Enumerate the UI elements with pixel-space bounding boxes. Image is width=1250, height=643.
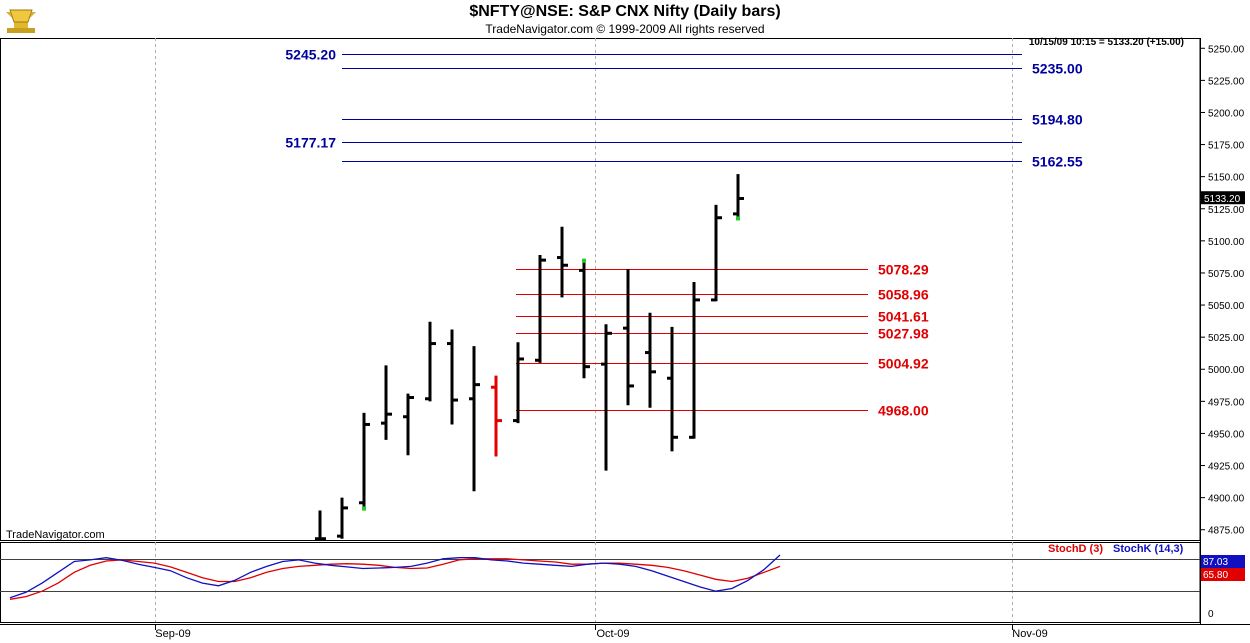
legend-stoch-k: StochK (14,3) (1113, 543, 1184, 555)
price-tick-label: 5025.00 (1208, 333, 1245, 344)
level-label: 5058.96 (878, 287, 929, 303)
level-label: 5177.17 (285, 135, 336, 151)
stoch-panel-frame (0, 542, 1201, 623)
price-tick-label: 4875.00 (1208, 526, 1245, 537)
price-tick-label: 5200.00 (1208, 108, 1245, 119)
level-label: 5162.55 (1032, 154, 1083, 170)
last-price-box (1201, 191, 1245, 205)
price-tick-label: 4950.00 (1208, 429, 1245, 440)
stoch-k-value: 87.03 (1203, 557, 1228, 568)
price-panel-frame (0, 38, 1201, 541)
price-tick-label: 5175.00 (1208, 141, 1245, 152)
gridlines (155, 38, 1013, 622)
price-tick-label: 5000.00 (1208, 365, 1245, 376)
signal-marker (736, 216, 740, 221)
date-axis: Sep-09 Oct-09 Nov-09 (155, 624, 1048, 640)
level-lines: 5245.20 5235.00 5194.80 5177.17 5162.55 5078.… (285, 47, 1082, 419)
level-label: 5004.92 (878, 356, 929, 372)
chart-title: $NFTY@NSE: S&P CNX Nifty (Daily bars) (469, 3, 781, 20)
level-label: 5194.80 (1032, 112, 1083, 128)
last-price-label: 5133.20 (1204, 194, 1241, 205)
level-label: 5235.00 (1032, 61, 1083, 77)
price-tick-label: 5075.00 (1208, 269, 1245, 280)
price-tick-label: 4975.00 (1208, 397, 1245, 408)
stochastic-panel: 0 87.03 65.80 (0, 554, 1245, 620)
level-label: 5245.20 (285, 47, 336, 63)
brand-text: TradeNavigator.com (6, 529, 105, 541)
price-tick-label: 4925.00 (1208, 462, 1245, 473)
price-tick-label: 4900.00 (1208, 494, 1245, 505)
signal-marker (582, 258, 586, 263)
price-tick-label: 5050.00 (1208, 301, 1245, 312)
level-label: 5041.61 (878, 309, 929, 325)
date-tick-label: Sep-09 (155, 628, 190, 640)
stoch-d-value: 65.80 (1203, 570, 1228, 581)
price-tick-label: 5250.00 (1208, 44, 1245, 55)
stoch-tick-label: 0 (1208, 609, 1214, 620)
price-bars (315, 174, 744, 541)
date-tick-label: Oct-09 (596, 628, 629, 640)
price-tick-label: 5100.00 (1208, 237, 1245, 248)
price-axis: 4875.00 4900.00 4925.00 4950.00 4975.00 5000.… (1200, 44, 1245, 537)
stoch-k-line (9, 554, 781, 599)
date-tick-label: Nov-09 (1012, 628, 1047, 640)
level-label: 4968.00 (878, 403, 929, 419)
stoch-k-value-box (1201, 555, 1245, 568)
signal-marker (362, 506, 366, 511)
gold-trophy-logo-icon (6, 9, 36, 33)
price-tick-label: 5225.00 (1208, 76, 1245, 87)
level-label: 5078.29 (878, 262, 929, 278)
legend-stoch-d: StochD (3) (1048, 543, 1103, 555)
stoch-d-value-box (1201, 568, 1245, 581)
price-tick-label: 5150.00 (1208, 173, 1245, 184)
stoch-d-line (9, 558, 781, 600)
price-tick-label: 5125.00 (1208, 205, 1245, 216)
chart-frame (0, 38, 1250, 625)
last-quote-text: 10/15/09 10:15 = 5133.20 (+15.00) (1028, 37, 1184, 48)
level-label: 5027.98 (878, 326, 929, 342)
chart-subtitle: TradeNavigator.com © 1999-2009 All right… (485, 22, 765, 36)
